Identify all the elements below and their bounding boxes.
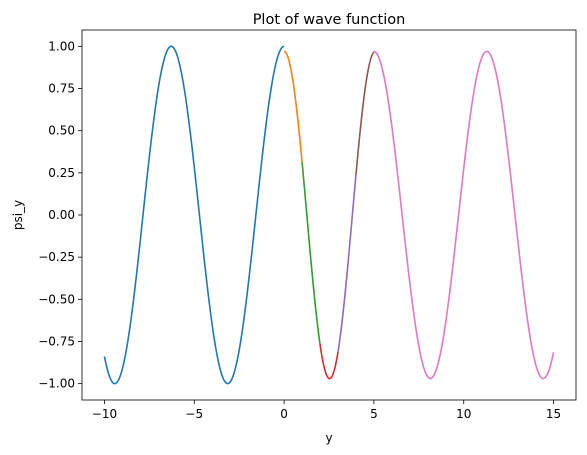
x-tick-label: 5 bbox=[370, 407, 378, 421]
x-tick-label: −5 bbox=[185, 407, 203, 421]
y-tick-label: 0.75 bbox=[48, 82, 75, 96]
y-tick-label: −0.50 bbox=[38, 292, 75, 306]
x-tick-label: −10 bbox=[92, 407, 117, 421]
y-axis-label: psi_y bbox=[11, 200, 25, 230]
chart-title: Plot of wave function bbox=[253, 12, 406, 28]
series-line-7 bbox=[373, 50, 555, 380]
y-tick-label: 0.00 bbox=[48, 208, 75, 222]
series-line-1 bbox=[103, 45, 285, 385]
plot-frame bbox=[81, 29, 577, 401]
x-axis-ticks: −10 −5 0 5 10 15 bbox=[92, 400, 561, 421]
series-line-3 bbox=[301, 161, 321, 345]
y-axis-ticks: −1.00 −0.75 −0.50 −0.25 0.00 0.25 0.50 0.75 1.00 bbox=[38, 39, 82, 391]
y-tick-label: 1.00 bbox=[48, 39, 75, 53]
y-tick-label: −1.00 bbox=[38, 377, 75, 391]
y-tick-label: −0.25 bbox=[38, 250, 75, 264]
series-line-5 bbox=[337, 174, 357, 353]
series-line-2 bbox=[284, 50, 303, 162]
x-tick-label: 0 bbox=[280, 407, 288, 421]
plot-lines bbox=[103, 45, 555, 385]
series-line-4 bbox=[319, 343, 339, 380]
x-tick-label: 10 bbox=[456, 407, 471, 421]
x-tick-label: 15 bbox=[546, 407, 561, 421]
y-tick-label: −0.75 bbox=[38, 334, 75, 348]
y-tick-label: 0.25 bbox=[48, 166, 75, 180]
x-axis-label: y bbox=[325, 431, 332, 445]
y-tick-label: 0.50 bbox=[48, 124, 75, 138]
series-line-6 bbox=[355, 51, 375, 175]
